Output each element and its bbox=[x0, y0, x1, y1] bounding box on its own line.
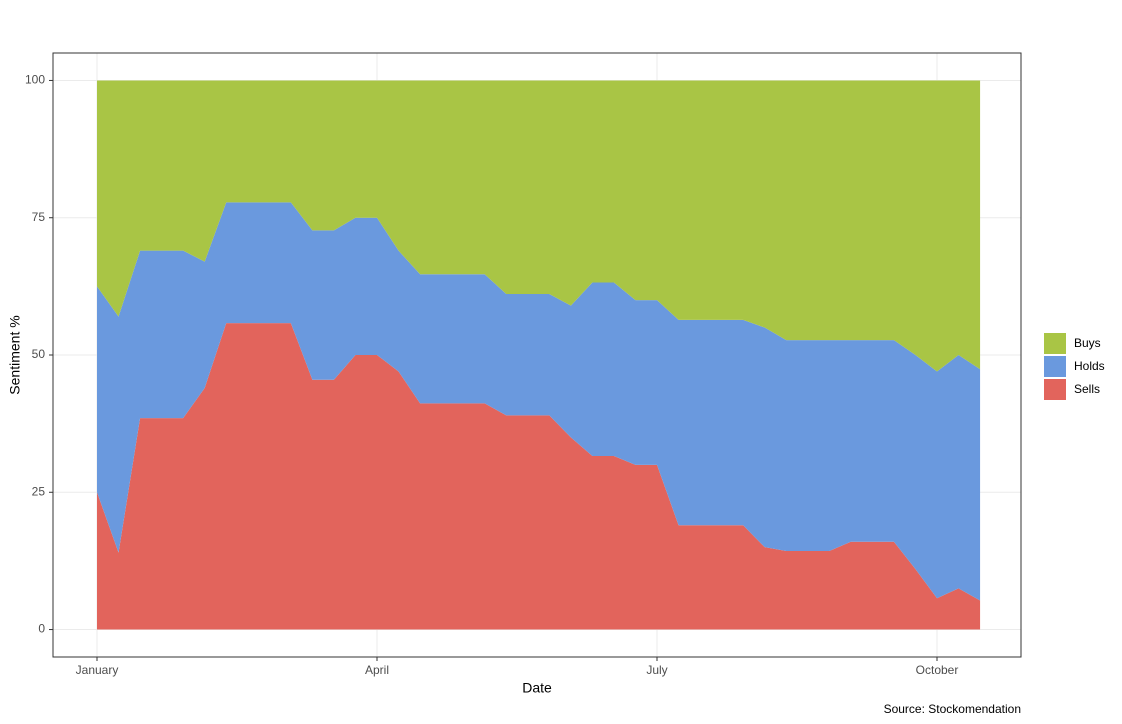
legend-label: Buys bbox=[1074, 336, 1101, 350]
y-axis-title: Sentiment % bbox=[7, 315, 23, 394]
x-axis-title: Date bbox=[522, 680, 552, 696]
x-tick-label: April bbox=[365, 663, 389, 677]
legend-key bbox=[1044, 333, 1066, 354]
legend-key bbox=[1044, 379, 1066, 400]
area bbox=[97, 323, 981, 630]
x-tick-label: July bbox=[646, 663, 667, 677]
y-tick-label: 75 bbox=[32, 210, 46, 224]
y-tick-label: 25 bbox=[32, 484, 46, 498]
area bbox=[97, 202, 981, 601]
legend-key bbox=[1044, 356, 1066, 377]
y-tick-label: 100 bbox=[25, 73, 45, 87]
legend-label: Sells bbox=[1074, 382, 1100, 396]
area bbox=[97, 80, 981, 372]
y-tick-label: 0 bbox=[38, 622, 45, 636]
legend-label: Holds bbox=[1074, 359, 1105, 373]
y-tick-label: 50 bbox=[32, 347, 46, 361]
x-tick-label: January bbox=[76, 663, 119, 677]
caption: Source: Stockomendation bbox=[884, 702, 1021, 716]
x-tick-label: October bbox=[916, 663, 959, 677]
panel-border bbox=[52, 52, 1022, 658]
